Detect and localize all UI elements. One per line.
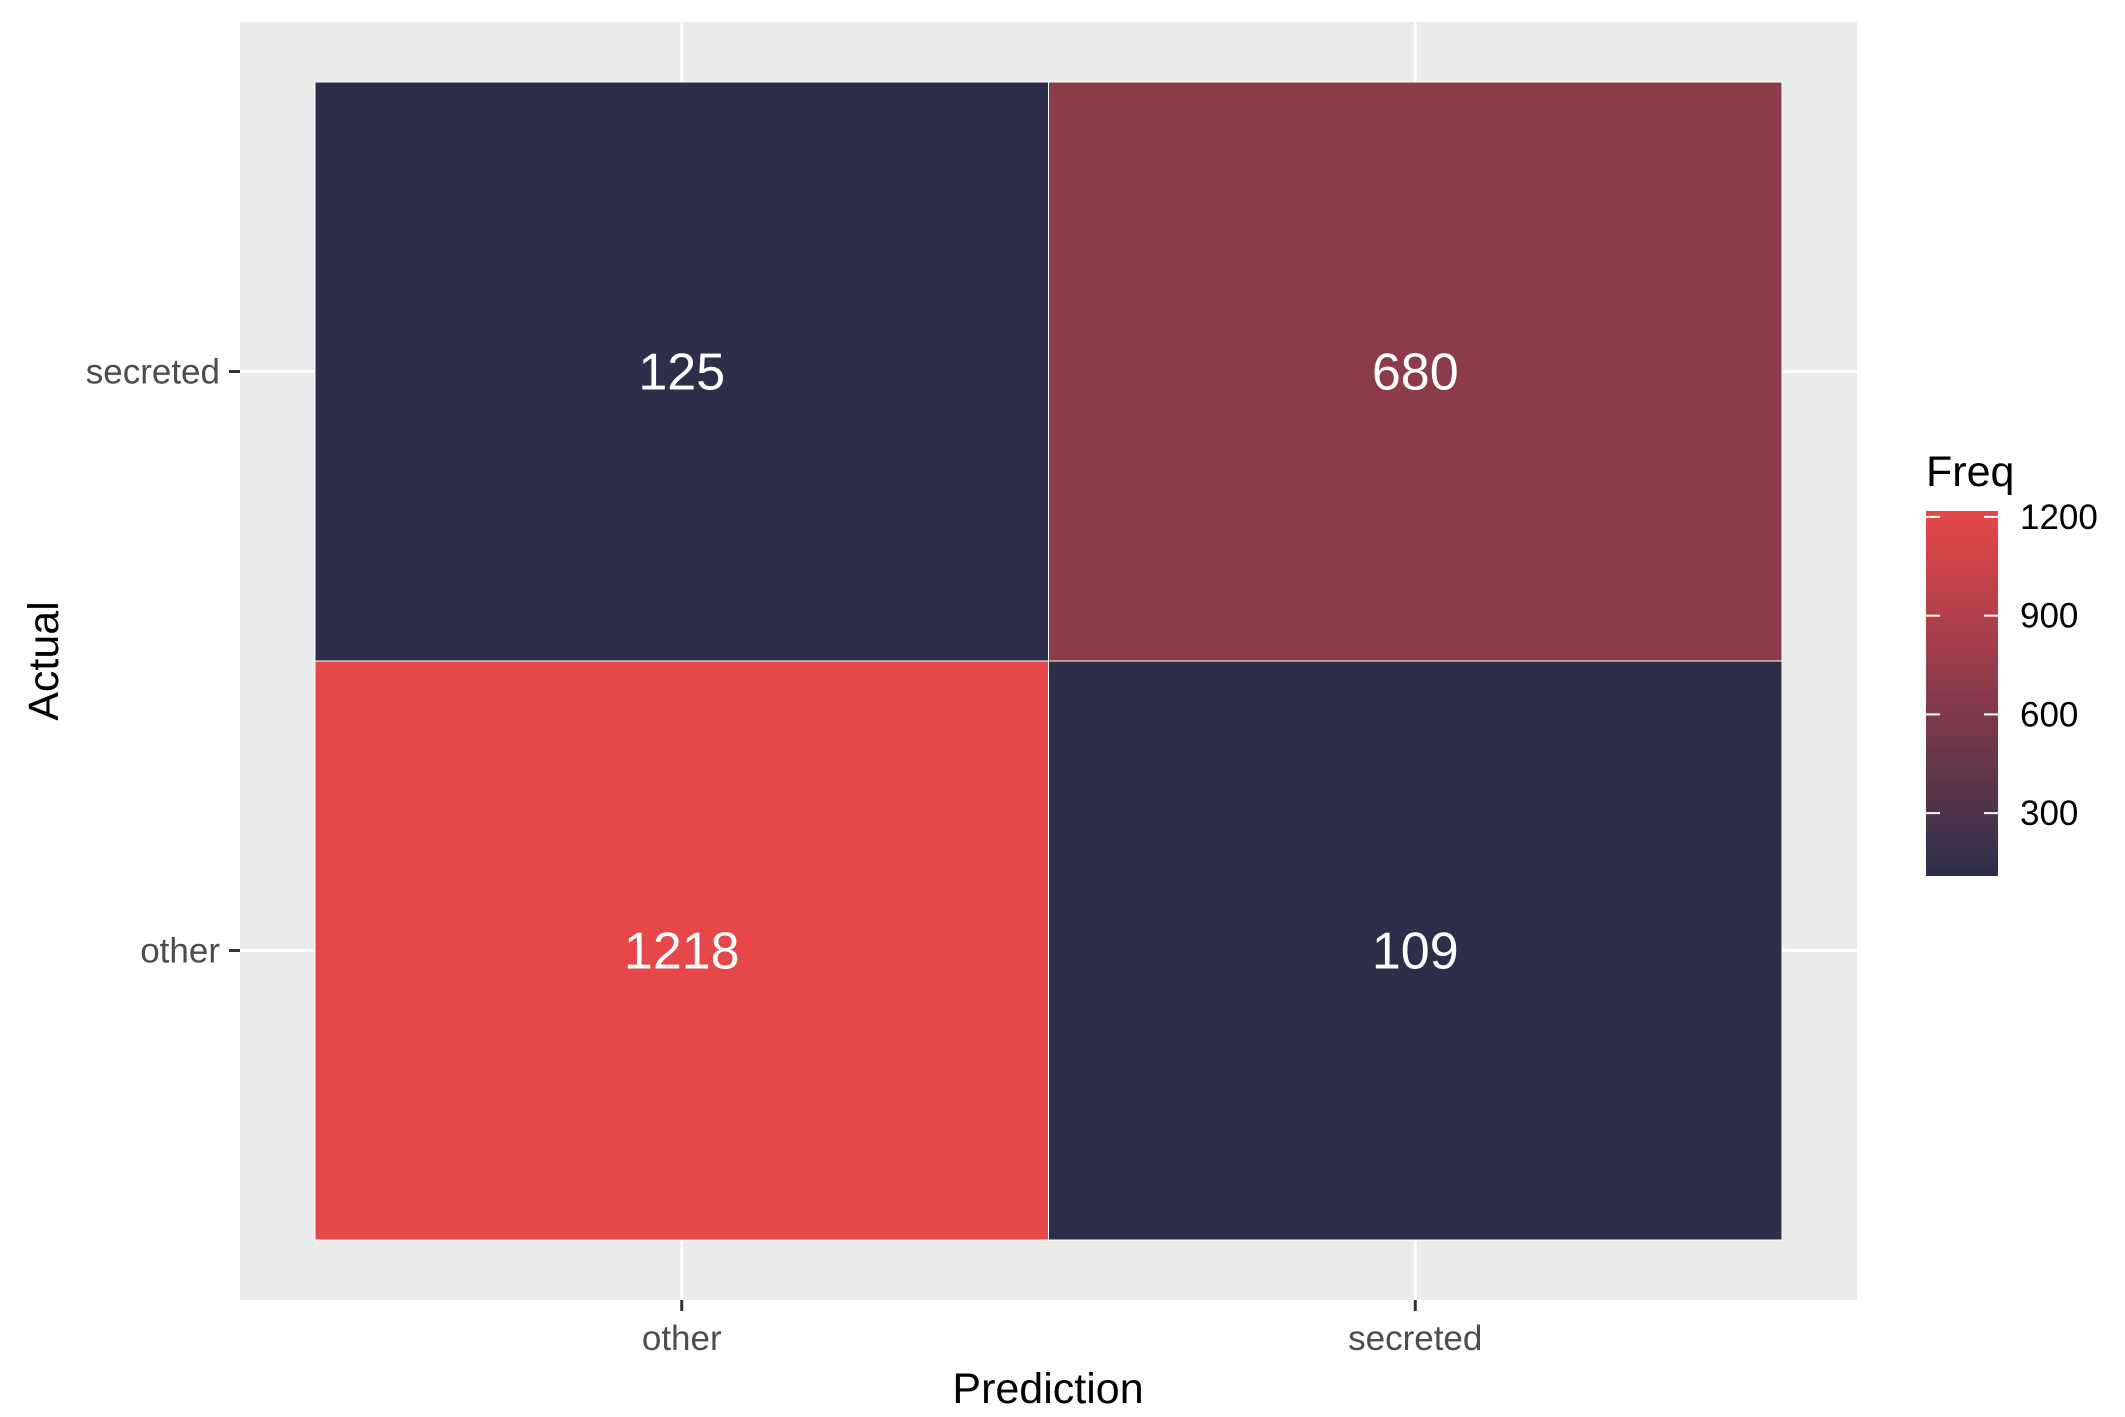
legend-tick-label-300: 300: [2020, 794, 2078, 833]
y-tick-label-other: other: [140, 932, 220, 971]
x-tick-label-other: other: [642, 1319, 722, 1358]
tick-labels: other secreted other secreted: [86, 353, 1483, 1359]
y-axis-title: Actual: [20, 601, 68, 721]
cell-label-other-other: 1218: [624, 923, 740, 981]
cell-label-secreted-secreted: 680: [1372, 344, 1459, 402]
heatmap-tiles: [314, 81, 1783, 1241]
legend: Freq 300 600 900 1200: [1926, 448, 2098, 876]
y-tick-label-secreted: secreted: [86, 353, 220, 392]
legend-tick-label-1200: 1200: [2020, 498, 2098, 537]
cell-label-secreted-other: 125: [638, 344, 725, 402]
tile-other-secreted: [1048, 660, 1783, 1241]
x-tick-label-secreted: secreted: [1348, 1319, 1482, 1358]
cell-labels: 125 680 1218 109: [624, 344, 1459, 981]
legend-tick-label-900: 900: [2020, 597, 2078, 636]
x-axis-title: Prediction: [952, 1365, 1143, 1413]
legend-ticks: 300 600 900 1200: [1926, 498, 2098, 833]
tile-secreted-other: [314, 81, 1049, 662]
legend-colorbar: [1926, 511, 1998, 876]
legend-tick-label-600: 600: [2020, 695, 2078, 734]
tile-other-other: [314, 660, 1049, 1241]
axis-ticks: [229, 370, 1417, 1311]
cell-label-other-secreted: 109: [1372, 923, 1459, 981]
tile-secreted-secreted: [1048, 81, 1783, 662]
legend-title: Freq: [1926, 448, 2014, 496]
